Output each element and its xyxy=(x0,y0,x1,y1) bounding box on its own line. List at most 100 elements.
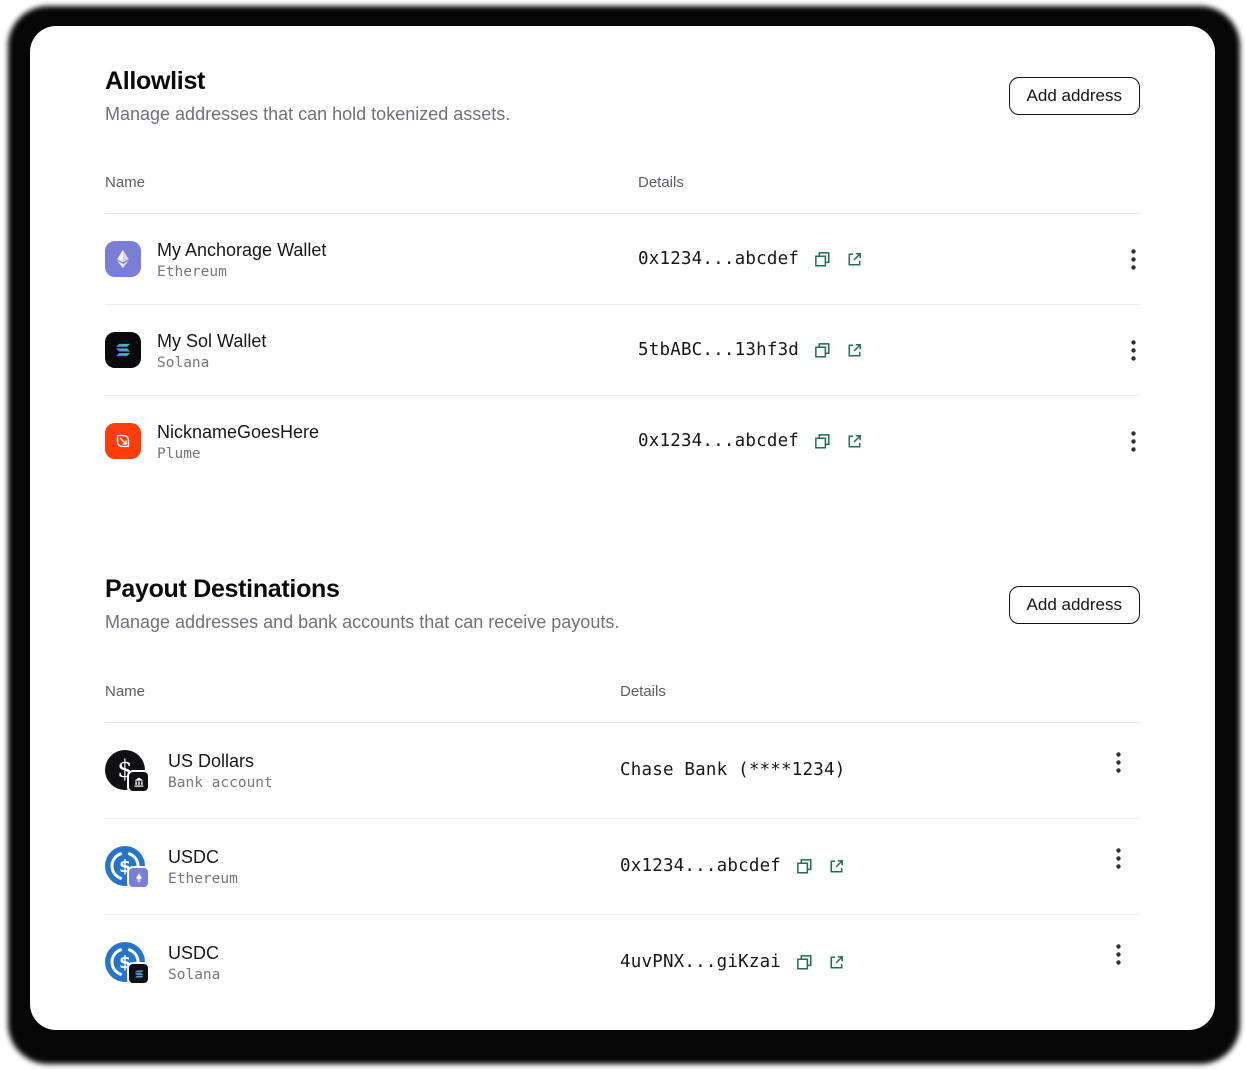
row-menu-button[interactable] xyxy=(1112,846,1125,871)
add-address-button[interactable]: Add address xyxy=(1008,77,1140,116)
copy-address-button[interactable] xyxy=(813,432,832,451)
row-menu-button[interactable] xyxy=(1112,750,1125,775)
address-value: 0x1234...abcdef xyxy=(638,249,800,270)
copy-icon xyxy=(815,251,830,267)
address-value: 4uvPNX...giKzai xyxy=(620,952,782,973)
account-type-label: Bank account xyxy=(168,775,273,792)
column-header-name: Name xyxy=(105,682,146,700)
plume-icon xyxy=(105,423,141,460)
menu-cell xyxy=(1116,429,1140,454)
table-row: My Anchorage Wallet Ethereum 0x1234...ab… xyxy=(105,214,1140,306)
name-cell: $ xyxy=(105,942,620,986)
solana-badge-icon xyxy=(127,962,150,986)
network-label: Ethereum xyxy=(157,264,227,281)
allowlist-header-text: Allowlist Manage addresses that can hold… xyxy=(105,66,510,126)
usdc-ethereum-icon: $ xyxy=(105,846,150,890)
kebab-icon xyxy=(1131,249,1136,270)
copy-address-button[interactable] xyxy=(813,250,832,269)
page-title: Allowlist xyxy=(105,67,206,95)
details-cell: 0x1234...abcdef xyxy=(638,249,1116,269)
ethereum-icon xyxy=(105,241,141,278)
svg-text:$: $ xyxy=(119,953,131,973)
row-menu-button[interactable] xyxy=(1127,247,1140,272)
address-value: 5tbABC...13hf3d xyxy=(638,340,800,361)
wallet-name: My Sol Wallet xyxy=(157,330,267,351)
address-value: 0x1234...abcdef xyxy=(638,431,800,452)
name-cell: My Sol Wallet Solana xyxy=(105,330,638,372)
payout-header: Payout Destinations Manage addresses and… xyxy=(105,574,1140,634)
column-header-name: Name xyxy=(105,174,146,192)
details-cell: 0x1234...abcdef xyxy=(638,431,1116,451)
network-label: Plume xyxy=(157,446,201,463)
kebab-icon xyxy=(1131,431,1136,452)
details-cell: 4uvPNX...giKzai xyxy=(620,952,1116,972)
network-label: Ethereum xyxy=(168,871,238,888)
destination-name: USDC xyxy=(168,942,220,963)
bank-account-value: Chase Bank (****1234) xyxy=(620,760,846,781)
name-cell: NicknameGoesHere Plume xyxy=(105,421,638,463)
copy-address-button[interactable] xyxy=(795,953,814,972)
external-link-icon xyxy=(848,252,862,266)
name-texts: My Sol Wallet Solana xyxy=(157,330,266,372)
open-in-explorer-button[interactable] xyxy=(845,432,864,451)
name-cell: $ USDC Ethereum xyxy=(105,846,620,890)
open-in-explorer-button[interactable] xyxy=(827,857,846,876)
kebab-icon xyxy=(1116,752,1121,773)
name-texts: US Dollars Bank account xyxy=(168,750,273,792)
allowlist-header: Allowlist Manage addresses that can hold… xyxy=(105,66,1140,126)
payout-header-text: Payout Destinations Manage addresses and… xyxy=(105,574,619,634)
table-row: $ USDC Ethereum xyxy=(105,819,1140,915)
solana-icon xyxy=(105,332,141,369)
copy-address-button[interactable] xyxy=(795,857,814,876)
menu-cell xyxy=(1116,338,1140,363)
menu-cell xyxy=(1116,247,1140,272)
kebab-icon xyxy=(1131,340,1136,361)
usd-bank-icon: $ xyxy=(105,750,150,794)
wallet-name: NicknameGoesHere xyxy=(157,421,320,442)
table-header: Name Details xyxy=(105,683,1140,723)
copy-icon xyxy=(815,342,830,358)
add-address-button[interactable]: Add address xyxy=(1008,585,1140,624)
name-texts: USDC Solana xyxy=(168,942,220,984)
address-value: 0x1234...abcdef xyxy=(620,856,782,877)
external-link-icon xyxy=(848,434,862,448)
destination-name: USDC xyxy=(168,846,220,867)
name-texts: My Anchorage Wallet Ethereum xyxy=(157,239,326,281)
row-menu-button[interactable] xyxy=(1112,942,1125,967)
open-in-explorer-button[interactable] xyxy=(827,953,846,972)
table-row: My Sol Wallet Solana 5tbABC...13hf3d xyxy=(105,305,1140,397)
row-menu-button[interactable] xyxy=(1127,429,1140,454)
section-subtitle: Manage addresses that can hold tokenized… xyxy=(105,104,511,124)
details-cell: Chase Bank (****1234) xyxy=(620,760,1116,780)
section-subtitle: Manage addresses and bank accounts that … xyxy=(105,612,620,633)
copy-icon xyxy=(797,858,812,874)
external-link-icon xyxy=(830,955,844,969)
row-menu-button[interactable] xyxy=(1127,338,1140,363)
ethereum-badge-icon xyxy=(127,866,150,890)
column-header-details: Details xyxy=(638,174,684,192)
table-row: $ xyxy=(105,915,1140,1010)
network-label: Solana xyxy=(168,967,221,984)
svg-text:$: $ xyxy=(119,857,131,877)
network-label: Solana xyxy=(157,355,210,372)
kebab-icon xyxy=(1116,944,1121,965)
copy-address-button[interactable] xyxy=(813,341,832,360)
copy-icon xyxy=(815,433,830,449)
table-row: $ xyxy=(105,723,1140,819)
bank-badge-icon xyxy=(127,770,150,794)
table-row: NicknameGoesHere Plume 0x1234...abcdef xyxy=(105,396,1140,486)
kebab-icon xyxy=(1116,848,1121,869)
payout-destinations-section: Payout Destinations Manage addresses and… xyxy=(105,574,1140,1009)
name-texts: NicknameGoesHere Plume xyxy=(157,421,319,463)
menu-cell xyxy=(1116,944,1140,975)
menu-cell xyxy=(1116,752,1140,783)
destination-name: US Dollars xyxy=(168,750,255,771)
allowlist-section: Allowlist Manage addresses that can hold… xyxy=(105,66,1140,486)
name-cell: My Anchorage Wallet Ethereum xyxy=(105,239,638,281)
external-link-icon xyxy=(830,859,844,873)
open-in-explorer-button[interactable] xyxy=(845,341,864,360)
open-in-explorer-button[interactable] xyxy=(845,250,864,269)
name-cell: $ xyxy=(105,750,620,794)
payout-table: Name Details $ xyxy=(105,683,1140,1010)
